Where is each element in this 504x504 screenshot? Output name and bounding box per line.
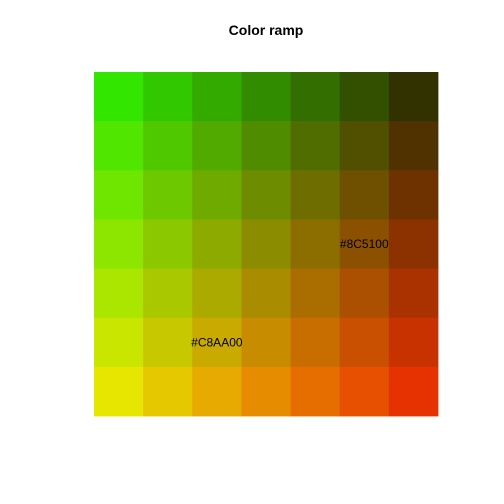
heatmap-cell [241,317,291,368]
heatmap-cell [290,121,341,171]
chart-title: Color ramp [229,22,304,38]
heatmap-cell [94,72,144,122]
heatmap-cell [192,170,242,220]
heatmap-cell [388,219,439,269]
heatmap-cell [339,366,390,417]
heatmap-cell [94,170,144,220]
heatmap-cell [192,317,242,368]
heatmap-cell [339,317,390,368]
heatmap-cell [388,121,439,171]
heatmap-cell [290,170,341,220]
heatmap-cell [388,170,439,220]
heatmap-cell [143,121,193,171]
heatmap-cell [290,317,341,368]
heatmap-cell [94,317,144,368]
heatmap-cell [94,268,144,319]
heatmap-cell [339,72,390,122]
heatmap-cell [339,268,390,319]
cell-annotation: #C8AA00 [191,335,243,349]
heatmap-cell [94,121,144,171]
heatmap-cell [192,72,242,122]
heatmap-cell [192,219,242,269]
heatmap-cell [192,268,242,319]
heatmap-cell [143,268,193,319]
heatmap-cell [290,366,341,417]
heatmap-cell [388,317,439,368]
heatmap-cell [241,72,291,122]
heatmap-cell [241,268,291,319]
heatmap-cell [143,317,193,368]
heatmap-cell [143,366,193,417]
heatmap-cell [339,170,390,220]
heatmap-cell [192,366,242,417]
heatmap-cell [290,219,341,269]
heatmap-cell [143,219,193,269]
heatmap-cell [94,219,144,269]
heatmap-cell [388,268,439,319]
heatmap-cell [339,219,390,269]
annotation-layer: #8C5100 #C8AA00 [191,237,389,349]
heatmap-cell [143,170,193,220]
heatmap-cell [241,219,291,269]
heatmap-cell [388,366,439,417]
heatmap-cell [290,268,341,319]
heatmap-cell [339,121,390,171]
heatmap-cell [241,170,291,220]
cell-annotation: #8C5100 [340,237,389,251]
heatmap-cell [192,121,242,171]
heatmap-cell [290,72,341,122]
heatmap-cell [94,366,144,417]
heatmap-cell [143,72,193,122]
heatmap-cell [241,121,291,171]
heatmap-cell [388,72,439,122]
heatmap-grid [94,72,439,417]
heatmap-cell [241,366,291,417]
